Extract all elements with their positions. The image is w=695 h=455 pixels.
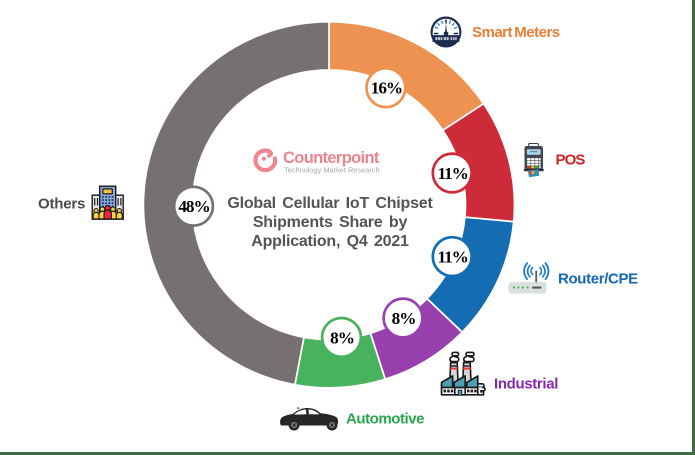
svg-text:Smart Meters: Smart Meters	[472, 24, 560, 41]
svg-text:11%: 11%	[438, 164, 468, 183]
svg-text:8%: 8%	[392, 309, 416, 328]
svg-text:Global Cellular IoT Chipset: Global Cellular IoT Chipset	[227, 195, 433, 212]
svg-text:8%: 8%	[330, 328, 354, 347]
svg-text:48%: 48%	[178, 197, 209, 216]
svg-text:Industrial: Industrial	[494, 376, 558, 393]
svg-text:Automotive: Automotive	[346, 411, 424, 428]
svg-text:Shipments Share by: Shipments Share by	[253, 214, 408, 231]
svg-text:Others: Others	[38, 196, 85, 213]
svg-text:11%: 11%	[438, 248, 468, 267]
svg-text:Router/CPE: Router/CPE	[558, 271, 638, 288]
svg-text:Technology Market Research: Technology Market Research	[284, 166, 380, 175]
svg-text:16%: 16%	[371, 79, 402, 98]
svg-text:POS: POS	[556, 152, 586, 169]
svg-text:Application, Q4 2021: Application, Q4 2021	[251, 233, 409, 250]
svg-text:Counterpoint: Counterpoint	[283, 149, 380, 167]
